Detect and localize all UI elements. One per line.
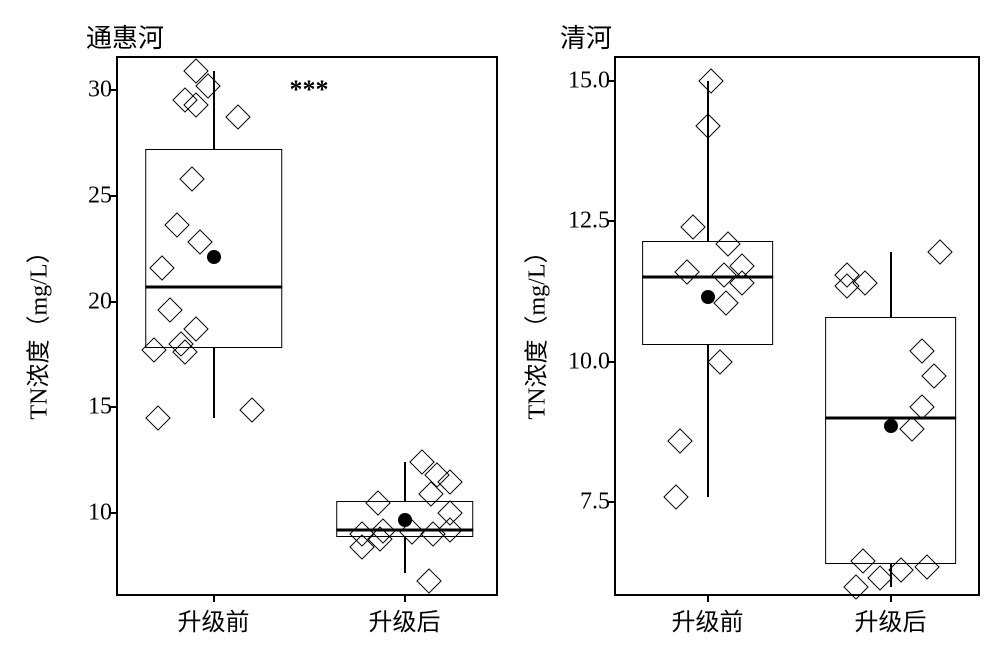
x-tick-label: 升级后	[369, 602, 441, 637]
data-point	[145, 405, 170, 430]
x-tick-mark	[404, 594, 406, 602]
data-point	[226, 105, 251, 130]
x-tick-label: 升级后	[855, 602, 927, 637]
y-axis-label: TN浓度（mg/L）	[517, 60, 552, 600]
y-tick-label: 10.0	[568, 348, 610, 375]
x-tick-mark	[707, 594, 709, 602]
panel-title: 通惠河	[86, 18, 164, 55]
box	[825, 317, 957, 565]
y-tick-label: 30	[88, 76, 112, 103]
whisker	[213, 348, 215, 418]
mean-point	[884, 419, 898, 433]
whisker	[404, 537, 406, 573]
y-axis-label: TN浓度（mg/L）	[19, 60, 54, 600]
median	[642, 276, 774, 279]
y-tick-label: 7.5	[580, 489, 610, 516]
y-tick-label: 15.0	[568, 67, 610, 94]
data-point	[698, 68, 723, 93]
figure: 通惠河1015202530升级前升级后***TN浓度（mg/L）清河7.510.…	[0, 0, 1000, 662]
data-point	[680, 214, 705, 239]
data-point	[239, 397, 264, 422]
y-tick-label: 25	[88, 182, 112, 209]
data-point	[843, 574, 868, 599]
data-point	[927, 239, 952, 264]
data-point	[417, 568, 442, 593]
data-point	[695, 113, 720, 138]
y-tick-label: 10	[88, 500, 112, 527]
whisker	[404, 462, 406, 500]
data-point	[708, 349, 733, 374]
significance-annotation: ***	[290, 75, 329, 105]
x-tick-label: 升级前	[672, 602, 744, 637]
x-tick-mark	[213, 594, 215, 602]
data-point	[664, 484, 689, 509]
whisker	[707, 81, 709, 241]
whisker	[707, 345, 709, 497]
y-tick-label: 15	[88, 394, 112, 421]
plot-area: 7.510.012.515.0升级前升级后	[614, 56, 980, 596]
mean-point	[207, 250, 221, 264]
x-tick-mark	[890, 594, 892, 602]
plot-area: 1015202530升级前升级后***	[116, 56, 498, 596]
whisker	[890, 252, 892, 317]
y-tick-label: 12.5	[568, 208, 610, 235]
median	[145, 285, 283, 288]
data-point	[667, 428, 692, 453]
y-tick-label: 20	[88, 288, 112, 315]
x-tick-label: 升级前	[178, 602, 250, 637]
panel-title: 清河	[560, 18, 612, 55]
